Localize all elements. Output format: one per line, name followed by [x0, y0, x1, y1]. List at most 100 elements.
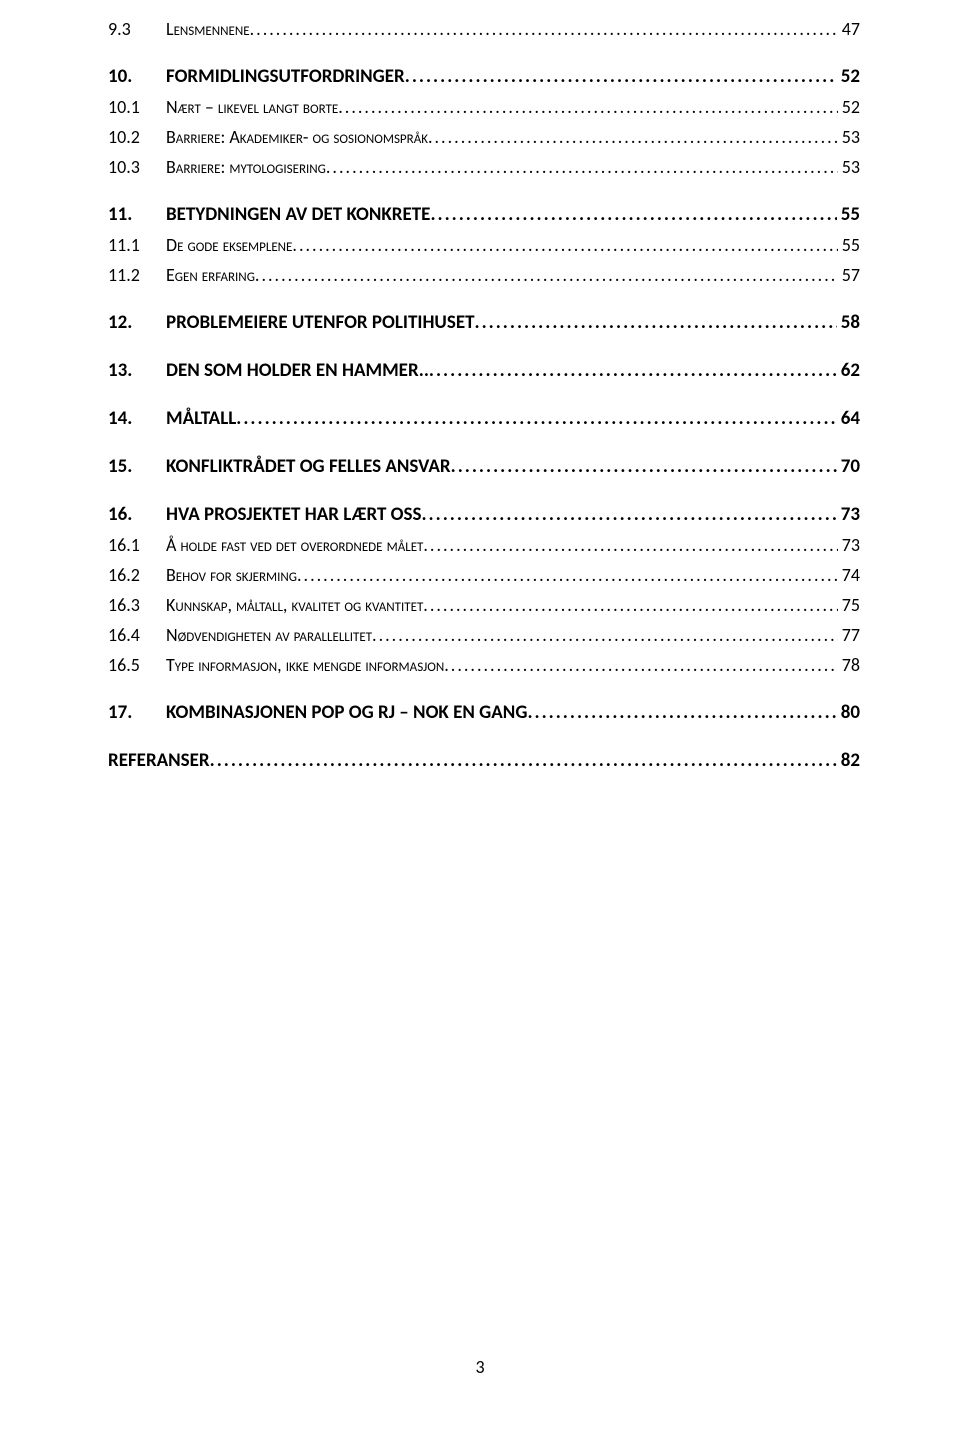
toc-leader — [423, 594, 837, 616]
toc-number: 10.1 — [108, 96, 166, 118]
toc-leader — [372, 624, 838, 646]
toc-page: 74 — [838, 564, 860, 586]
toc-leader — [250, 18, 838, 40]
toc-title: DEN SOM HOLDER EN HAMMER.. — [166, 359, 429, 382]
toc-entry: 10.2 Barriere: Akademiker- og sosionomsp… — [108, 126, 860, 148]
toc-leader — [297, 564, 838, 586]
toc-number: 10.2 — [108, 126, 166, 148]
toc-title: REFERANSER — [108, 749, 210, 772]
page-number: 3 — [0, 1356, 960, 1378]
toc-number: 17. — [108, 701, 166, 724]
toc-leader — [428, 126, 838, 148]
toc-number: 11.2 — [108, 264, 166, 286]
toc-page: 82 — [837, 749, 860, 772]
toc-number: 14. — [108, 407, 166, 430]
toc-page: 80 — [837, 701, 860, 724]
toc-page: 64 — [837, 407, 860, 430]
toc-title: Egen erfaring — [166, 264, 255, 286]
toc-leader — [444, 654, 838, 676]
toc-entry: 9.3 Lensmennene 47 — [108, 18, 860, 40]
toc-title: Å holde fast ved det overordnede målet — [166, 534, 423, 556]
toc-title: Lensmennene — [166, 18, 250, 40]
toc-number: 15. — [108, 455, 166, 478]
toc-page: 52 — [838, 96, 860, 118]
toc-page: 53 — [838, 126, 860, 148]
toc-number: 16.2 — [108, 564, 166, 586]
toc-number: 16.1 — [108, 534, 166, 556]
toc-entry: 16.5 Type informasjon, ikke mengde infor… — [108, 654, 860, 676]
toc-leader — [475, 311, 837, 334]
toc-leader — [326, 156, 838, 178]
toc-number: 11. — [108, 203, 166, 226]
toc-page: 70 — [837, 455, 860, 478]
toc-entry: 16.3 Kunnskap, måltall, kvalitet og kvan… — [108, 594, 860, 616]
toc-title: KONFLIKTRÅDET OG FELLES ANSVAR — [166, 455, 451, 478]
toc-number: 9.3 — [108, 18, 166, 40]
toc-entry: 11.1 De gode eksemplene 55 — [108, 234, 860, 256]
page: 9.3 Lensmennene 47 10. FORMIDLINGSUTFORD… — [0, 0, 960, 1438]
toc-title: Nært – likevel langt borte — [166, 96, 338, 118]
toc-page: 62 — [837, 359, 860, 382]
toc-number: 13. — [108, 359, 166, 382]
toc-leader — [527, 701, 836, 724]
toc-entry: 16. HVA PROSJEKTET HAR LÆRT OSS 73 — [108, 503, 860, 526]
toc-number: 16. — [108, 503, 166, 526]
toc-title: KOMBINASJONEN POP OG RJ – NOK EN GANG — [166, 701, 527, 724]
toc-page: 53 — [838, 156, 860, 178]
toc-page: 57 — [838, 264, 860, 286]
toc-leader — [451, 455, 837, 478]
toc-page: 78 — [838, 654, 860, 676]
toc-leader — [236, 407, 836, 430]
toc-entry: 16.4 Nødvendigheten av parallellitet 77 — [108, 624, 860, 646]
toc-leader — [292, 234, 837, 256]
toc-title: PROBLEMEIERE UTENFOR POLITIHUSET — [166, 311, 475, 334]
toc-entry: 16.1 Å holde fast ved det overordnede må… — [108, 534, 860, 556]
toc-title: BETYDNINGEN AV DET KONKRETE — [166, 203, 430, 226]
toc-leader — [421, 503, 836, 526]
toc-page: 75 — [838, 594, 860, 616]
toc-leader — [429, 359, 837, 382]
toc-entry: 11.2 Egen erfaring 57 — [108, 264, 860, 286]
toc-leader — [423, 534, 837, 556]
toc-title: Kunnskap, måltall, kvalitet og kvantitet — [166, 594, 423, 616]
toc-title: Behov for skjerming — [166, 564, 297, 586]
toc-leader — [405, 65, 837, 88]
toc-entry: 11. BETYDNINGEN AV DET KONKRETE 55 — [108, 203, 860, 226]
toc-leader — [255, 264, 838, 286]
toc-title: Barriere: Akademiker- og sosionomspråk — [166, 126, 428, 148]
toc-title: Nødvendigheten av parallellitet — [166, 624, 372, 646]
toc-leader — [430, 203, 836, 226]
toc-page: 52 — [837, 65, 860, 88]
toc-number: 10.3 — [108, 156, 166, 178]
toc-number: 10. — [108, 65, 166, 88]
toc-title: De gode eksemplene — [166, 234, 292, 256]
toc-leader — [210, 749, 837, 772]
toc-entry: 10.1 Nært – likevel langt borte 52 — [108, 96, 860, 118]
toc-number: 11.1 — [108, 234, 166, 256]
toc-page: 55 — [837, 203, 860, 226]
toc-title: HVA PROSJEKTET HAR LÆRT OSS — [166, 503, 421, 526]
toc-entry: 10. FORMIDLINGSUTFORDRINGER 52 — [108, 65, 860, 88]
table-of-contents: 9.3 Lensmennene 47 10. FORMIDLINGSUTFORD… — [108, 0, 860, 772]
toc-title: Type informasjon, ikke mengde informasjo… — [166, 654, 444, 676]
toc-entry: REFERANSER 82 — [108, 749, 860, 772]
toc-page: 73 — [837, 503, 860, 526]
toc-title: FORMIDLINGSUTFORDRINGER — [166, 65, 405, 88]
toc-number: 16.4 — [108, 624, 166, 646]
toc-entry: 13. DEN SOM HOLDER EN HAMMER.. 62 — [108, 359, 860, 382]
toc-number: 12. — [108, 311, 166, 334]
toc-title: Barriere: mytologisering — [166, 156, 326, 178]
toc-entry: 17. KOMBINASJONEN POP OG RJ – NOK EN GAN… — [108, 701, 860, 724]
toc-page: 47 — [838, 18, 860, 40]
toc-title: MÅLTALL — [166, 407, 236, 430]
toc-number: 16.5 — [108, 654, 166, 676]
toc-entry: 10.3 Barriere: mytologisering 53 — [108, 156, 860, 178]
toc-number: 16.3 — [108, 594, 166, 616]
toc-page: 58 — [837, 311, 860, 334]
toc-leader — [338, 96, 838, 118]
toc-entry: 12. PROBLEMEIERE UTENFOR POLITIHUSET 58 — [108, 311, 860, 334]
toc-entry: 14. MÅLTALL 64 — [108, 407, 860, 430]
toc-page: 77 — [838, 624, 860, 646]
toc-entry: 15. KONFLIKTRÅDET OG FELLES ANSVAR 70 — [108, 455, 860, 478]
toc-entry: 16.2 Behov for skjerming 74 — [108, 564, 860, 586]
